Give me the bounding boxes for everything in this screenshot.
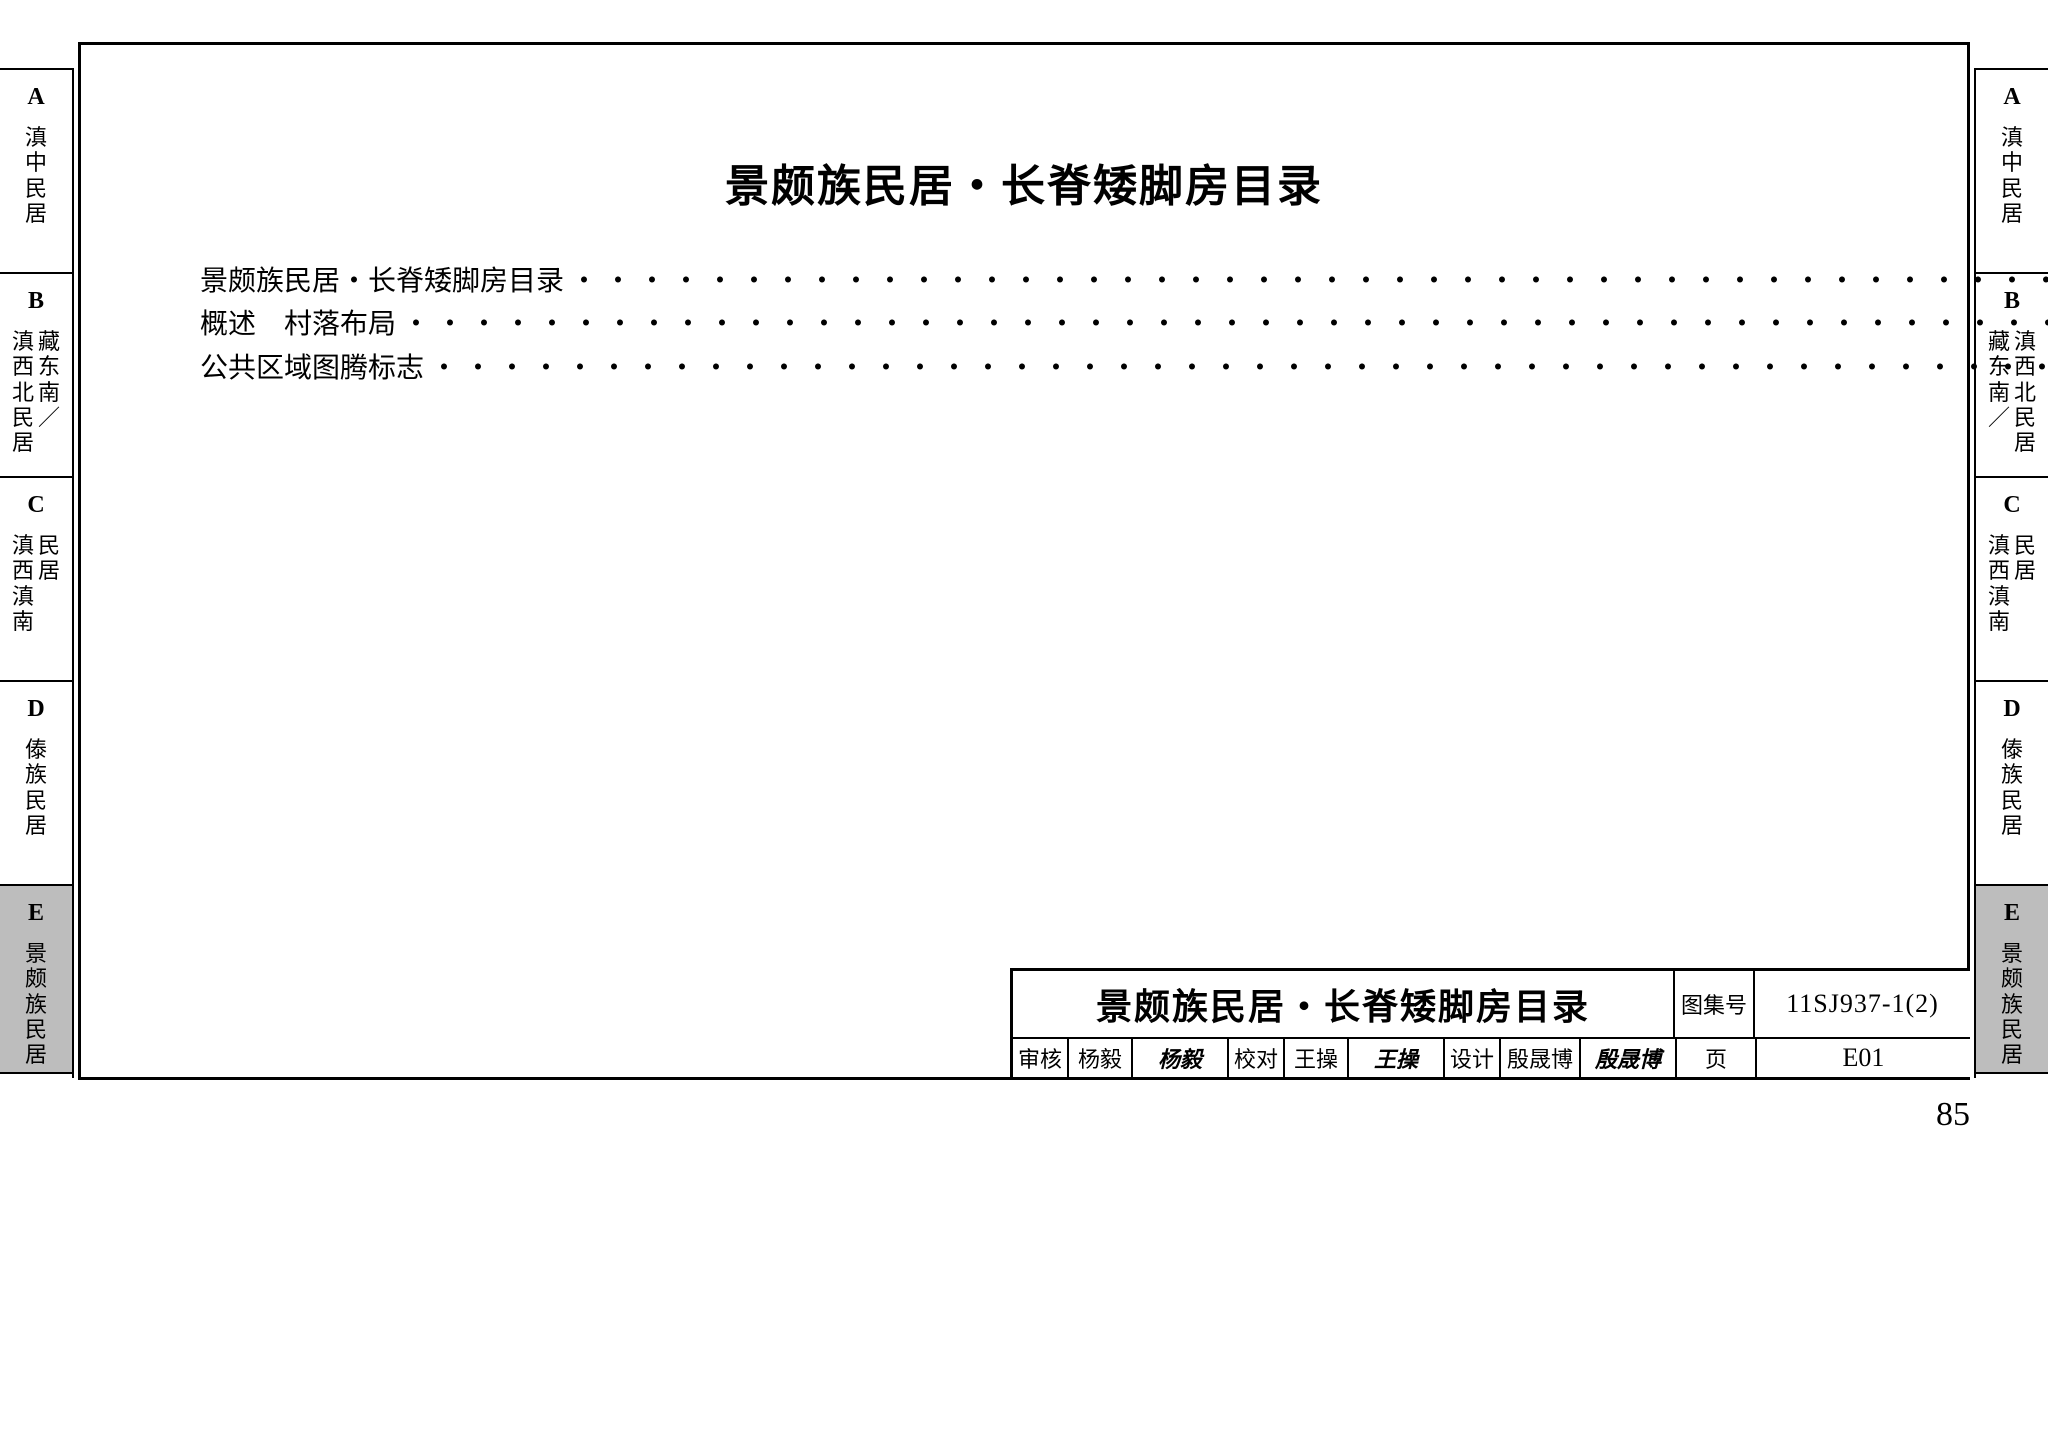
section-tab-letter: E: [28, 900, 44, 927]
section-tab-letter: C: [2003, 492, 2020, 519]
section-tab: D 傣族民居: [0, 682, 72, 886]
section-tab-label-row: 滇西滇南民居: [12, 533, 60, 634]
toc-leader-dots: ・・・・・・・・・・・・・・・・・・・・・・・・・・・・・・・・・・・・・・・・…: [430, 347, 2048, 390]
review-name: 杨毅: [1069, 1039, 1133, 1077]
drawing-set-label: 图集号: [1675, 971, 1755, 1037]
section-tab-letter: D: [2003, 696, 2020, 723]
review-label: 审核: [1013, 1039, 1069, 1077]
right-section-tabs: A滇中民居B藏东南／滇西北民居C滇西滇南民居D傣族民居E景颇族民居: [1974, 68, 2048, 1078]
toc-entry-label: 景颇族民居・长脊矮脚房目录: [200, 260, 564, 303]
toc-leader-dots: ・・・・・・・・・・・・・・・・・・・・・・・・・・・・・・・・・・・・・・・・…: [570, 260, 2048, 303]
section-tab-label-row: 滇西北民居藏东南／: [12, 329, 60, 455]
title-block-bottom-row: 审核 杨毅 杨毅 校对 王操 王操 设计 殷晟博 殷晟博 页 E01: [1013, 1037, 1970, 1077]
page-number: 85: [1936, 1096, 1970, 1134]
section-tab-label: 滇西滇南: [12, 533, 34, 634]
title-block-top-row: 景颇族民居・长脊矮脚房目录 图集号 11SJ937-1(2): [1013, 971, 1970, 1037]
title-block: 景颇族民居・长脊矮脚房目录 图集号 11SJ937-1(2) 审核 杨毅 杨毅 …: [1010, 968, 1970, 1080]
drawing-set-number: 11SJ937-1(2): [1755, 971, 1970, 1037]
left-section-tabs: A滇中民居B滇西北民居藏东南／C滇西滇南民居D傣族民居E景颇族民居: [0, 68, 74, 1078]
title-block-title: 景颇族民居・长脊矮脚房目录: [1013, 971, 1675, 1037]
page-code: E01: [1757, 1039, 1970, 1077]
check-label: 校对: [1229, 1039, 1285, 1077]
section-tab-label-row: 滇西滇南民居: [1988, 533, 2036, 634]
design-signature: 殷晟博: [1581, 1039, 1677, 1077]
section-tab-letter: D: [27, 696, 44, 723]
design-name: 殷晟博: [1501, 1039, 1581, 1077]
section-tab-letter: C: [27, 492, 44, 519]
section-tab-label-row: 景颇族民居: [25, 941, 47, 1067]
section-tab-letter: B: [28, 288, 44, 315]
section-tab-label-row: 傣族民居: [2001, 737, 2023, 838]
section-tab: C 滇西滇南民居: [0, 478, 72, 682]
design-label: 设计: [1445, 1039, 1501, 1077]
section-tab-label: 傣族民居: [25, 737, 47, 838]
drawing-sheet: A滇中民居B滇西北民居藏东南／C滇西滇南民居D傣族民居E景颇族民居 A滇中民居B…: [0, 0, 2048, 1456]
review-signature: 杨毅: [1133, 1039, 1229, 1077]
page-label: 页: [1677, 1039, 1757, 1077]
section-tab-label: 景颇族民居: [2001, 941, 2023, 1067]
section-tab-label: 藏东南／: [38, 329, 60, 455]
page-title: 景颇族民居・长脊矮脚房目录: [0, 150, 2048, 214]
toc-entry: 景颇族民居・长脊矮脚房目录・・・・・・・・・・・・・・・・・・・・・・・・・・・…: [200, 260, 2048, 303]
section-tab-label-row: 傣族民居: [25, 737, 47, 838]
section-tab-letter: E: [2004, 900, 2020, 927]
section-tab-letter: A: [27, 84, 44, 111]
check-name: 王操: [1285, 1039, 1349, 1077]
section-tab: C 滇西滇南民居: [1976, 478, 2048, 682]
toc-leader-dots: ・・・・・・・・・・・・・・・・・・・・・・・・・・・・・・・・・・・・・・・・…: [402, 303, 2048, 346]
table-of-contents: 景颇族民居・长脊矮脚房目录・・・・・・・・・・・・・・・・・・・・・・・・・・・…: [200, 260, 1908, 390]
toc-entry-label: 概述 村落布局: [200, 303, 396, 346]
section-tab: D 傣族民居: [1976, 682, 2048, 886]
section-tab-label-row: 景颇族民居: [2001, 941, 2023, 1067]
section-tab: E 景颇族民居: [1976, 886, 2048, 1074]
toc-column-left: 景颇族民居・长脊矮脚房目录・・・・・・・・・・・・・・・・・・・・・・・・・・・…: [200, 260, 2048, 390]
section-tab: E 景颇族民居: [0, 886, 72, 1074]
section-tab-label: 傣族民居: [2001, 737, 2023, 838]
section-tab-letter: A: [2003, 84, 2020, 111]
toc-entry: 概述 村落布局・・・・・・・・・・・・・・・・・・・・・・・・・・・・・・・・・…: [200, 303, 2048, 346]
toc-entry-label: 公共区域图腾标志: [200, 347, 424, 390]
section-tab-label: 民居: [2014, 533, 2036, 634]
toc-entry: 公共区域图腾标志・・・・・・・・・・・・・・・・・・・・・・・・・・・・・・・・…: [200, 347, 2048, 390]
section-tab-label: 民居: [38, 533, 60, 634]
section-tab-label: 滇西滇南: [1988, 533, 2010, 634]
check-signature: 王操: [1349, 1039, 1445, 1077]
section-tab-label: 景颇族民居: [25, 941, 47, 1067]
section-tab-label: 滇西北民居: [12, 329, 34, 455]
section-tab: B 滇西北民居藏东南／: [0, 274, 72, 478]
